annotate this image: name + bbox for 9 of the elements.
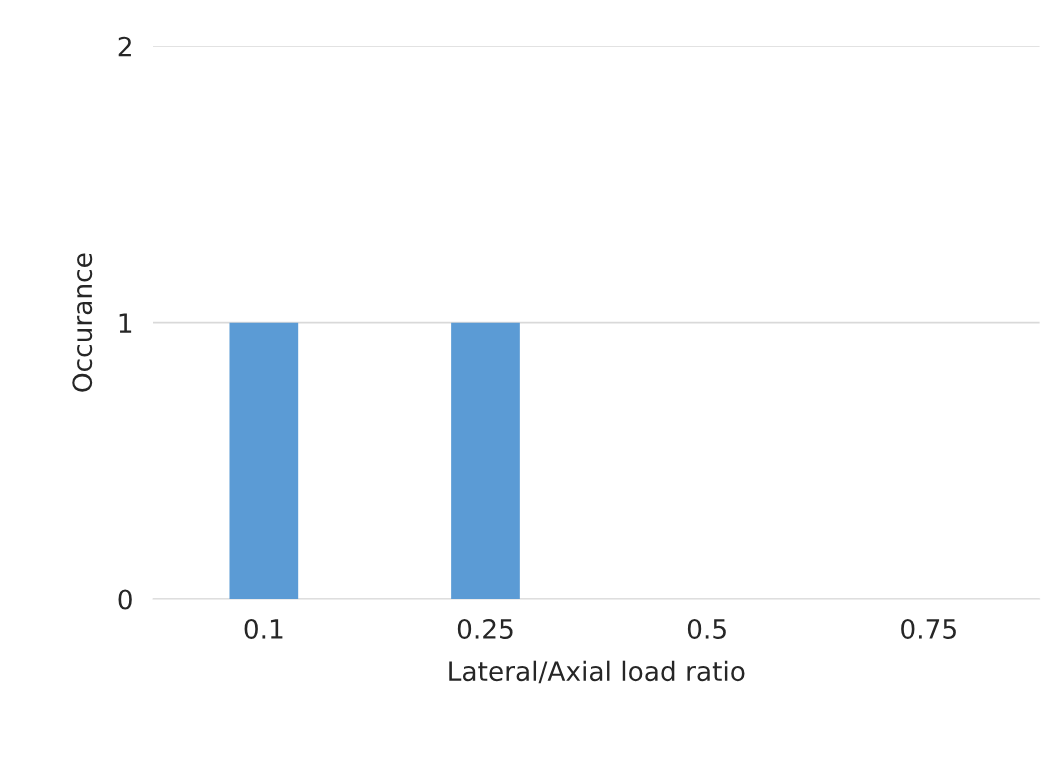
y-axis-title: Occurance xyxy=(72,253,93,392)
x-tick-label: 0.5 xyxy=(687,618,726,639)
x-tick-label: 0.75 xyxy=(901,618,956,639)
y-tick-label: 2 xyxy=(118,36,131,57)
x-tick-label: 0.1 xyxy=(244,618,283,639)
x-tick-label: 0.25 xyxy=(457,618,513,639)
x-axis-title: Lateral/Axial load ratio xyxy=(449,660,745,684)
y-tick-label: 0 xyxy=(118,589,132,610)
y-tick-label: 1 xyxy=(119,313,132,333)
